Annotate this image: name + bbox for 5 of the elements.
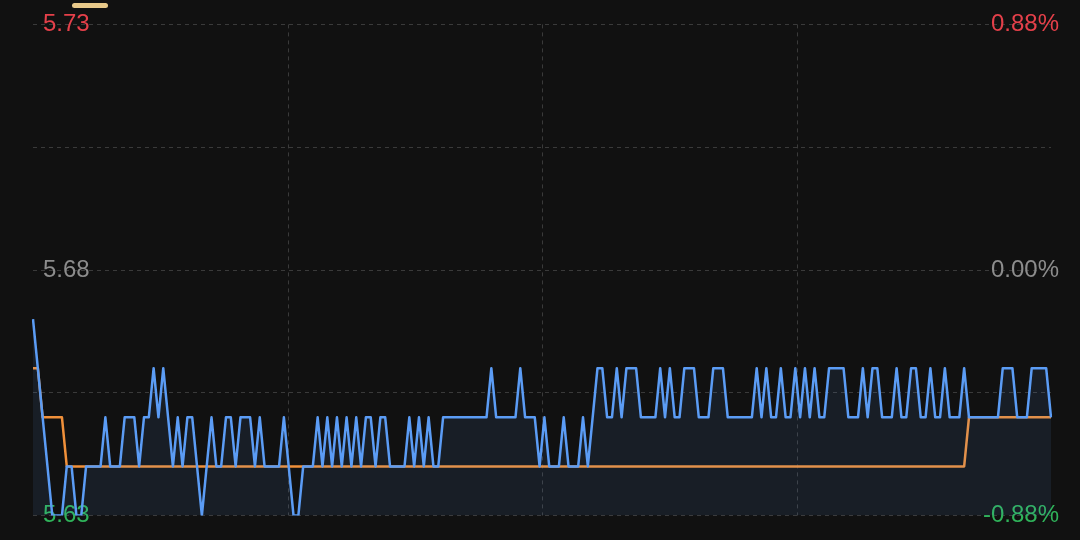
y2-tick-label: -0.88% xyxy=(982,500,1059,528)
y2-tick-label: 0.00% xyxy=(990,254,1059,282)
y-tick-label: 5.73 xyxy=(43,9,90,37)
y-tick-label: 5.68 xyxy=(43,254,90,282)
y2-tick-label: 0.88% xyxy=(990,9,1059,37)
